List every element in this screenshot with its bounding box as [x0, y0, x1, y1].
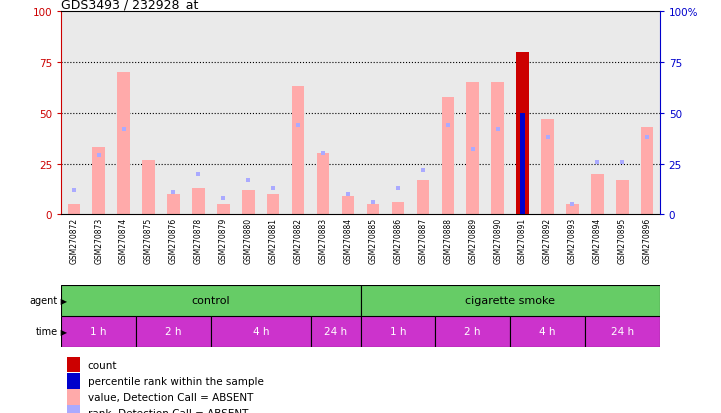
Bar — [136, 316, 211, 347]
Text: time: time — [35, 326, 58, 337]
Bar — [541, 120, 554, 215]
Bar — [311, 316, 360, 347]
Bar — [217, 205, 229, 215]
Bar — [485, 12, 510, 215]
Bar — [360, 316, 435, 347]
Text: value, Detection Call = ABSENT: value, Detection Call = ABSENT — [88, 392, 253, 402]
Bar — [67, 357, 81, 373]
Text: ▶: ▶ — [58, 296, 68, 305]
Bar — [466, 83, 479, 215]
Bar — [492, 83, 504, 215]
Text: rank, Detection Call = ABSENT: rank, Detection Call = ABSENT — [88, 408, 248, 413]
Bar — [386, 12, 410, 215]
Bar — [111, 12, 136, 215]
Bar — [460, 12, 485, 215]
Bar — [68, 205, 80, 215]
Bar — [186, 12, 211, 215]
Bar — [360, 12, 386, 215]
Bar — [193, 188, 205, 215]
Text: 24 h: 24 h — [324, 326, 347, 337]
Bar — [118, 73, 130, 215]
Bar — [585, 316, 660, 347]
Text: 4 h: 4 h — [539, 326, 556, 337]
Bar — [211, 12, 236, 215]
Text: 1 h: 1 h — [90, 326, 107, 337]
Text: cigarette smoke: cigarette smoke — [465, 295, 555, 306]
Bar — [242, 190, 255, 215]
Bar — [61, 316, 136, 347]
Bar — [286, 12, 311, 215]
Bar — [634, 12, 660, 215]
Bar — [417, 180, 429, 215]
Bar — [510, 12, 535, 215]
Bar — [261, 12, 286, 215]
Bar — [585, 12, 610, 215]
Bar — [616, 180, 629, 215]
Text: 2 h: 2 h — [165, 326, 182, 337]
Text: count: count — [88, 360, 117, 370]
Bar — [136, 12, 161, 215]
Bar — [410, 12, 435, 215]
Bar — [236, 12, 261, 215]
Bar — [67, 389, 81, 405]
Bar — [392, 203, 404, 215]
Bar — [641, 128, 653, 215]
Bar — [560, 12, 585, 215]
Bar — [520, 114, 525, 215]
Bar — [610, 12, 634, 215]
Bar — [292, 87, 304, 215]
Text: ▶: ▶ — [58, 327, 68, 336]
Bar — [67, 373, 81, 389]
Bar — [92, 148, 105, 215]
Text: agent: agent — [61, 299, 66, 301]
Bar — [161, 12, 186, 215]
Bar — [61, 12, 87, 215]
Bar — [591, 174, 603, 215]
Bar — [516, 53, 528, 215]
Bar — [360, 285, 660, 316]
Bar — [342, 197, 354, 215]
Bar — [367, 205, 379, 215]
Text: control: control — [192, 295, 230, 306]
Text: agent: agent — [30, 295, 58, 306]
Bar — [87, 12, 111, 215]
Bar — [317, 154, 329, 215]
Bar — [167, 195, 180, 215]
Bar — [435, 12, 460, 215]
Bar — [535, 12, 560, 215]
Bar — [211, 316, 311, 347]
Bar — [142, 160, 155, 215]
Bar — [441, 97, 454, 215]
Bar — [61, 285, 360, 316]
Bar — [267, 195, 280, 215]
Bar — [435, 316, 510, 347]
Bar — [510, 316, 585, 347]
Bar — [311, 12, 335, 215]
Text: 4 h: 4 h — [252, 326, 269, 337]
Bar — [335, 12, 360, 215]
Text: GDS3493 / 232928_at: GDS3493 / 232928_at — [61, 0, 199, 11]
Bar — [67, 406, 81, 413]
Bar — [566, 205, 579, 215]
Text: 1 h: 1 h — [389, 326, 406, 337]
Text: percentile rank within the sample: percentile rank within the sample — [88, 376, 263, 386]
Text: 2 h: 2 h — [464, 326, 481, 337]
Text: 24 h: 24 h — [611, 326, 634, 337]
